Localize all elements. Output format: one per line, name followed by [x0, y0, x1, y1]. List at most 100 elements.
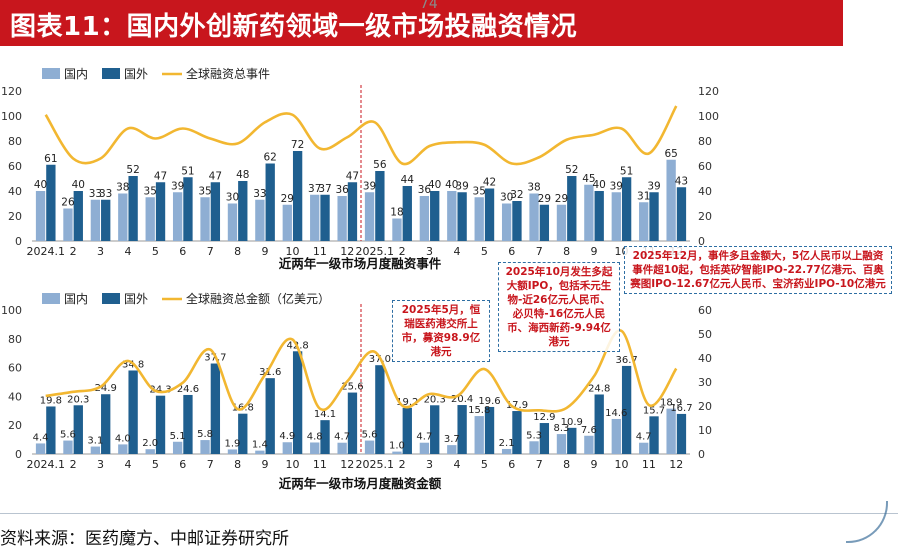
x-tick-label: 8 [234, 458, 241, 471]
data-label-domestic: 4.7 [416, 432, 432, 443]
data-label-domestic: 4.4 [33, 432, 49, 443]
bar-domestic [666, 159, 676, 241]
bar-foreign [265, 163, 275, 241]
data-label-domestic: 36 [335, 184, 349, 196]
x-tick-label: 3 [426, 458, 433, 471]
data-label-domestic: 5.6 [60, 430, 76, 441]
legend-label-domestic: 国内 [64, 292, 88, 306]
data-label-domestic: 35 [473, 185, 486, 197]
bar-domestic [501, 203, 512, 241]
callout-oct-2025-text: 2025年10月发生多起大额IPO，包括禾元生物-近26亿元人民币、必贝特-16… [505, 266, 613, 348]
data-label-foreign: 47 [154, 170, 167, 182]
bar-foreign [73, 191, 83, 241]
bar-domestic [639, 442, 649, 454]
bar-foreign [375, 171, 385, 241]
bar-foreign [183, 394, 193, 454]
data-label-domestic: 5.1 [170, 431, 186, 442]
data-label-foreign: 62 [264, 152, 277, 164]
data-label-domestic: 7.6 [581, 425, 597, 436]
data-label-domestic: 4.8 [307, 431, 323, 442]
x-tick-label: 3 [426, 245, 433, 258]
y-tick-left: 0 [15, 235, 22, 248]
callout-oct-2025: 2025年10月发生多起大额IPO，包括禾元生物-近26亿元人民币、必贝特-16… [498, 262, 620, 352]
bar-domestic [145, 449, 155, 454]
bar-foreign [292, 151, 303, 241]
data-label-domestic: 31 [637, 190, 650, 202]
footer-divider [0, 513, 898, 514]
bar-domestic [556, 204, 567, 241]
callout-dec-2025: 2025年12月，事件多且金额大，5亿人民币以上融资事件超10起，包括英矽智能I… [624, 246, 892, 294]
x-tick-label: 2025.1 [355, 458, 394, 471]
bar-domestic [337, 442, 347, 454]
data-label-foreign: 42 [483, 177, 496, 189]
bar-foreign [128, 176, 138, 241]
legend-label-domestic: 国内 [64, 67, 88, 81]
x-tick-label: 8 [563, 245, 570, 258]
bar-foreign [238, 181, 248, 241]
data-label-domestic: 39 [363, 180, 376, 192]
x-tick-label: 4 [453, 458, 460, 471]
y-tick-left: 0 [15, 448, 22, 461]
data-label-domestic: 39 [610, 180, 623, 192]
x-tick-label: 10 [614, 458, 628, 471]
x-tick-label: 11 [642, 458, 656, 471]
y-tick-right: 80 [698, 135, 712, 148]
data-label-foreign: 10.9 [561, 417, 583, 428]
bar-domestic [419, 442, 430, 454]
y-tick-left: 80 [8, 135, 22, 148]
data-label-foreign: 44 [401, 174, 415, 186]
bar-foreign [265, 378, 275, 454]
data-label-domestic: 40 [34, 179, 47, 191]
bar-domestic [584, 184, 594, 241]
bar-domestic [255, 199, 265, 241]
x-tick-label: 11 [313, 245, 327, 258]
data-label-domestic: 1.4 [252, 440, 268, 451]
data-label-domestic: 30 [226, 192, 239, 204]
bar-foreign [320, 194, 330, 241]
callout-may-2025-text: 2025年5月，恒瑞医药港交所上市，募资98.9亿港元 [401, 304, 481, 358]
x-tick-label: 7 [207, 245, 214, 258]
bar-foreign [594, 191, 604, 241]
callout-dec-2025-text: 2025年12月，事件多且金额大，5亿人民币以上融资事件超10起，包括英矽智能I… [630, 250, 886, 290]
data-label-foreign: 16.7 [670, 403, 692, 414]
x-tick-label: 5 [152, 245, 159, 258]
bar-domestic [310, 442, 320, 454]
bar-domestic [639, 202, 649, 241]
data-label-domestic: 45 [582, 173, 595, 185]
data-label-domestic: 1.9 [225, 438, 241, 449]
data-label-foreign: 40 [593, 179, 606, 191]
bar-domestic [611, 192, 621, 241]
data-label-foreign: 19.8 [40, 395, 62, 406]
x-tick-label: 2024.1 [26, 245, 65, 258]
bar-foreign [676, 187, 687, 241]
y-tick-left: 40 [8, 185, 22, 198]
data-label-foreign: 24.8 [588, 383, 610, 394]
bar-domestic [392, 218, 402, 241]
x-tick-label: 2 [399, 458, 406, 471]
data-label-domestic: 35 [198, 185, 211, 197]
bar-domestic [337, 196, 347, 241]
x-tick-label: 12 [669, 458, 683, 471]
data-label-domestic: 8.3 [554, 423, 570, 434]
bar-domestic [364, 192, 375, 241]
x-tick-label: 10 [285, 245, 299, 258]
y-tick-right: 0 [698, 235, 705, 248]
data-label-domestic: 3.7 [444, 434, 460, 445]
bar-domestic [227, 203, 238, 241]
bar-domestic [584, 435, 594, 454]
data-label-foreign: 39 [647, 180, 660, 192]
x-tick-label: 2 [70, 458, 77, 471]
source-note: 资料来源：医药魔方、中邮证券研究所 [0, 529, 289, 549]
y-tick-right: 50 [698, 328, 712, 341]
x-tick-label: 8 [563, 458, 570, 471]
chart-caption: 近两年一级市场月度融资金额 [279, 476, 442, 491]
bar-domestic [145, 197, 155, 241]
bar-foreign [402, 407, 412, 454]
bar-foreign [347, 392, 358, 454]
bar-foreign [128, 370, 138, 454]
data-label-foreign: 36.7 [615, 355, 637, 366]
legend-label-foreign: 国外 [124, 67, 148, 81]
x-tick-label: 4 [124, 458, 131, 471]
y-tick-right: 60 [698, 160, 712, 173]
data-label-domestic: 29 [281, 193, 294, 205]
